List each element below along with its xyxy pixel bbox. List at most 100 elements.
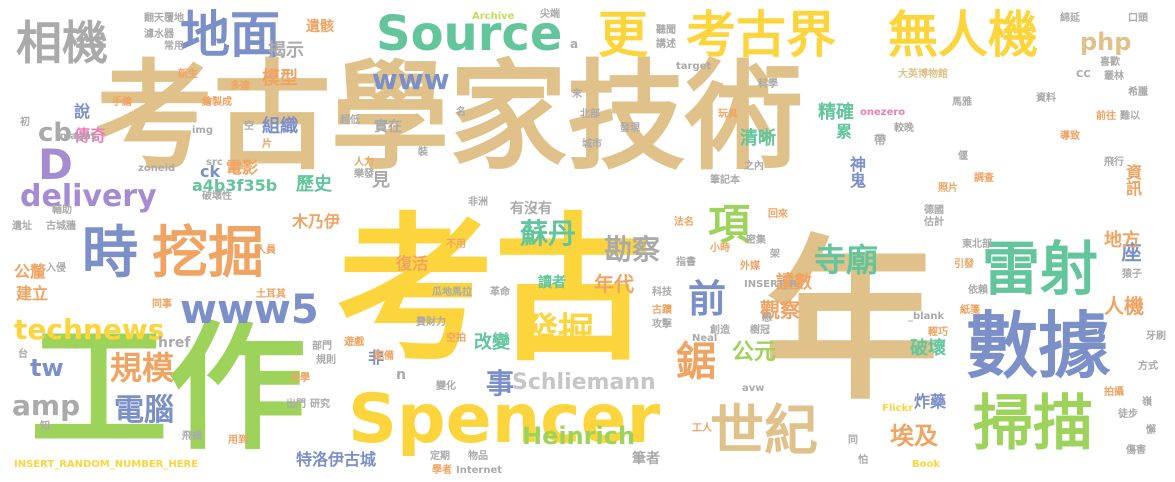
word-gaibian: 改變	[474, 332, 510, 353]
word-daozhi: 導致	[1060, 131, 1080, 142]
word-chu: 初	[20, 117, 30, 128]
word-teluoyi-gucheng: 特洛伊古城	[296, 450, 377, 469]
word-kaogu-xuejia-jishu: 考古學家技術	[95, 48, 804, 186]
word-tong: 同	[848, 435, 858, 446]
word-duzhe: 讀者	[538, 275, 566, 291]
word-shiji: 世紀	[710, 399, 818, 462]
word-fuhuo: 復活	[396, 254, 429, 273]
word-nanyi: 難以	[1120, 111, 1140, 122]
word-youxi: 遊戲	[344, 337, 364, 348]
word-faxian: 發現	[620, 123, 640, 134]
word-spencer: Spencer	[348, 380, 661, 459]
word-xiaoshi: 小時	[710, 243, 730, 254]
word-avw: avw	[742, 383, 765, 394]
word-diannao: 電腦	[114, 393, 174, 428]
word-jianli: 建立	[16, 284, 49, 303]
word-fuzhu: 輔助	[52, 205, 72, 216]
word-dianying: 電影	[226, 158, 259, 177]
word-jianduan: 尖端	[540, 9, 560, 20]
word-mianyan: 綿延	[1060, 13, 1080, 24]
word-src: src	[206, 157, 223, 168]
word-lishi: 歷史	[296, 174, 332, 195]
word-heinrich: Heinrich	[522, 422, 636, 450]
word-shanghai: 傷害	[1126, 445, 1146, 456]
word-yinfa: 引發	[954, 259, 974, 270]
word-dongbeibu: 東北部	[962, 239, 992, 250]
word-gongren: 工人	[692, 423, 712, 434]
word-xuezhe: 學者	[432, 465, 452, 476]
word-onezero: onezero	[860, 107, 906, 118]
word-dimian: 地面	[180, 6, 280, 64]
word-gongli: 公釐	[14, 262, 47, 281]
word-book: Book	[912, 459, 941, 470]
word-n: n	[396, 367, 406, 383]
word-fei: 非	[368, 348, 385, 367]
word-a4b3f35b: a4b3f35b	[192, 176, 278, 195]
word-qingxi: 清晰	[740, 128, 776, 149]
word-kong: 空	[244, 121, 254, 132]
word-www: www	[372, 63, 450, 96]
word-a: a	[570, 37, 579, 51]
word-feiji: 飛機	[182, 431, 202, 442]
word-wurenji: 無人機	[888, 6, 1038, 64]
word-faming: 法名	[674, 217, 694, 228]
word-zhaopian: 照片	[938, 183, 958, 194]
word-chuanqi: 傳奇	[74, 126, 107, 145]
word-kaogu: 考古	[336, 199, 652, 383]
word-fangshi: 方式	[1138, 361, 1158, 372]
word-cc: CC	[1076, 69, 1091, 80]
word-yan: 偃	[958, 151, 968, 162]
word-wupin: 物品	[468, 451, 488, 462]
word-ling: 嶺	[1142, 397, 1152, 408]
word-zhijian: 紙箋	[960, 305, 980, 316]
word-bizhe: 筆者	[632, 451, 660, 467]
word-maya: 馬雅	[952, 97, 972, 108]
word-feixing: 飛行	[1104, 157, 1124, 168]
word-shuguan: 樹冠	[750, 325, 770, 336]
word-tw: tw	[30, 354, 64, 382]
word-feicaili: 費財力	[416, 317, 446, 328]
word-nian: 年	[764, 221, 939, 424]
word-munaiyi: 木乃伊	[292, 212, 341, 231]
word-zuzhi: 組織	[262, 116, 298, 137]
word-zuo: 座	[1118, 242, 1142, 262]
word-diaocha: 調查	[974, 173, 994, 184]
word-pohuaixing: 破壞性	[202, 191, 232, 202]
word-blank: _blank	[908, 311, 945, 322]
word-kaogujie: 考古界	[686, 6, 836, 64]
word-jiangshu: 講述	[656, 39, 676, 50]
word-tai: 台	[18, 349, 28, 360]
word-chuangzao: 創造	[710, 325, 730, 336]
word-miji: 密集	[746, 235, 766, 246]
word-pohuai: 破壞	[910, 338, 946, 359]
word-dai: 帶	[874, 133, 887, 147]
word-guize: 規則	[316, 355, 336, 366]
word-kancha: 勘察	[604, 233, 661, 266]
word-amp: amp	[12, 389, 81, 422]
word-fantian-fudi: 翻天覆地	[144, 13, 184, 24]
word-renji: 人機	[1104, 294, 1144, 318]
word-sudan: 蘇丹	[520, 217, 577, 250]
word-tubu: 徒步	[1118, 409, 1138, 420]
word-neal: Neal	[692, 333, 718, 344]
word-lei: 累	[836, 122, 853, 141]
word-changyong: 常用	[164, 41, 184, 52]
word-keji: 科技	[652, 287, 672, 298]
word-qian: 前	[688, 277, 727, 321]
word-delivery: delivery	[20, 179, 157, 214]
word-shuju: 數據	[966, 304, 1111, 388]
word-jia: 架	[770, 249, 780, 260]
word-insert-r: INSERT_R	[744, 279, 797, 290]
word-lefa: 樂發	[354, 169, 374, 180]
word-yizhi: 遺址	[12, 221, 32, 232]
word-ck: ck	[200, 162, 221, 181]
word-jingque: 精確	[818, 102, 854, 123]
word-paishe: 拍攝	[1104, 387, 1124, 398]
word-yilai: 依賴	[968, 285, 988, 296]
word-shizai: 實在	[374, 119, 402, 135]
word-jian: 見	[372, 170, 390, 191]
word-bianhua: 變化	[436, 381, 456, 392]
word-conglin: 叢林	[1104, 71, 1124, 82]
word-source: Source	[376, 6, 563, 62]
